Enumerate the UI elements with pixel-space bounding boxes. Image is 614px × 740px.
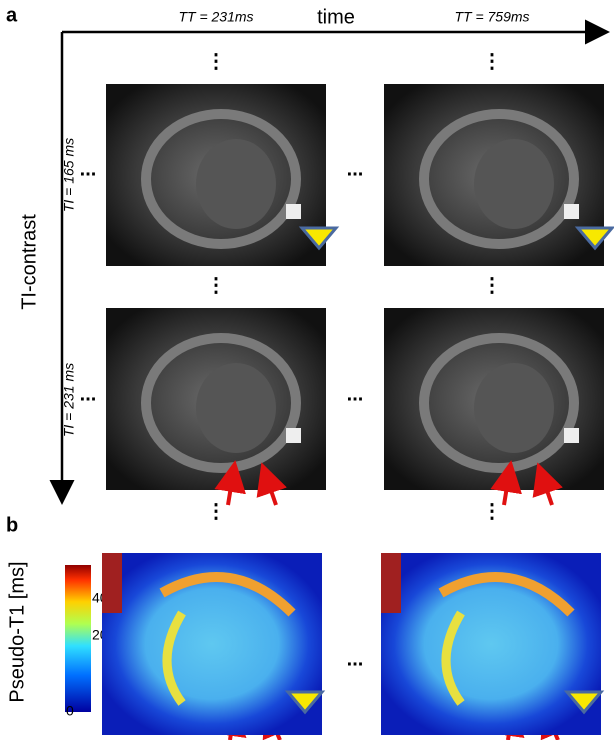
mri-image xyxy=(384,308,604,490)
ellipsis: ... xyxy=(347,648,364,670)
arrowhead-marker xyxy=(298,226,340,251)
ellipsis: ... xyxy=(347,383,364,405)
ellipsis: ... xyxy=(80,158,97,180)
ellipsis: ⋮ xyxy=(482,274,502,296)
panel-label: b xyxy=(6,514,18,536)
ti-label: TI = 231 ms xyxy=(61,363,77,437)
mri-image xyxy=(106,308,326,490)
t1-map xyxy=(102,553,322,735)
ellipsis: ... xyxy=(80,383,97,405)
ellipsis: ⋮ xyxy=(206,500,226,522)
ellipsis: ⋮ xyxy=(206,274,226,296)
arrowhead-marker xyxy=(563,690,605,715)
tt-label: TT = 759ms xyxy=(454,9,529,25)
panel-label: a xyxy=(6,4,18,26)
arrowhead-marker xyxy=(284,690,326,715)
arrowhead-marker xyxy=(574,226,614,251)
colorbar xyxy=(65,565,91,712)
colorbar-title: Pseudo-T1 [ms] xyxy=(6,561,28,702)
t1-map xyxy=(381,553,601,735)
axis-title: time xyxy=(317,6,355,28)
mri-image xyxy=(384,84,604,266)
ellipsis: ⋮ xyxy=(206,50,226,72)
axis-title: TI-contrast xyxy=(18,214,40,310)
ellipsis: ... xyxy=(347,158,364,180)
ellipsis: ⋮ xyxy=(482,50,502,72)
colorbar-tick: 0 xyxy=(66,703,74,719)
mri-image xyxy=(106,84,326,266)
tt-label: TT = 231ms xyxy=(178,9,253,25)
ti-label: TI = 165 ms xyxy=(61,138,77,212)
ellipsis: ⋮ xyxy=(482,500,502,522)
